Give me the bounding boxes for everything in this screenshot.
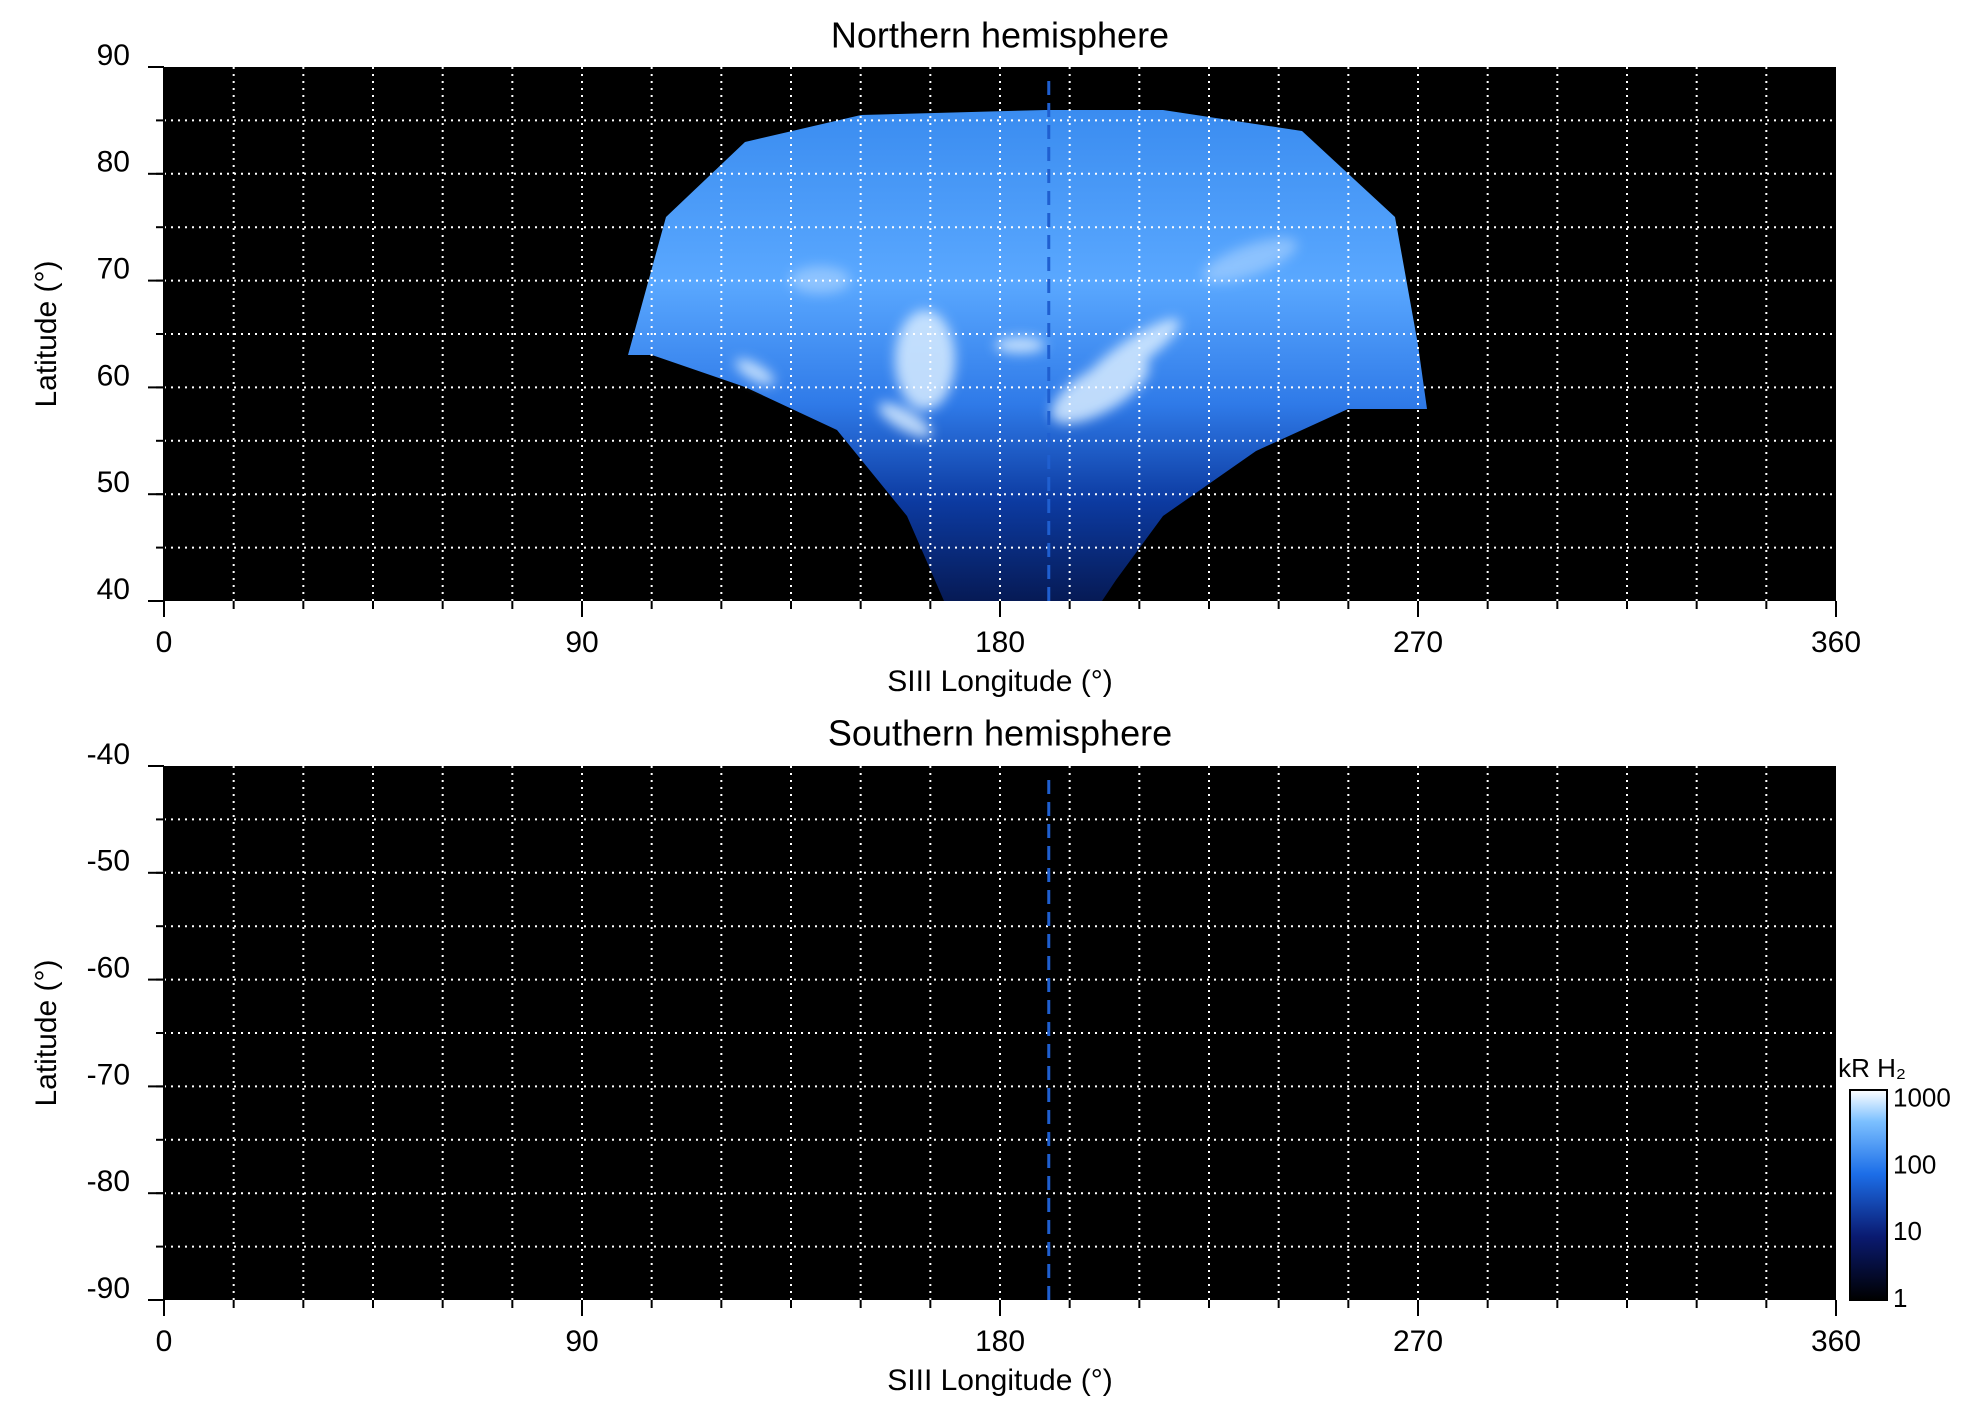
y-tick-label: 40: [97, 573, 130, 606]
y-tick-label: -80: [87, 1165, 130, 1198]
y-tick-label: 60: [97, 359, 130, 392]
y-tick-label: 50: [97, 466, 130, 499]
x-tick-label: 270: [1393, 626, 1443, 659]
axes-layer: Northern hemisphere 40 50 60 70 80 90 0 90 180 270…: [30, 15, 1951, 1397]
x-tick-label: 180: [975, 626, 1025, 659]
x-axis-label: SIII Longitude (°): [887, 1364, 1112, 1397]
x-tick-label: 0: [156, 1325, 173, 1358]
y-tick-label: -50: [87, 845, 130, 878]
y-tick-label: -90: [87, 1272, 130, 1305]
y-tick-label: -60: [87, 952, 130, 985]
x-axis-label: SIII Longitude (°): [887, 665, 1112, 698]
aurora-image: [628, 110, 1427, 601]
colorbar-tick-label: 1: [1893, 1283, 1907, 1313]
y-tick-label: 90: [97, 39, 130, 72]
colorbar: [1849, 1089, 1888, 1301]
x-tick-label: 0: [156, 626, 173, 659]
colorbar-tick-label: 100: [1893, 1149, 1936, 1179]
x-tick-label: 90: [565, 626, 598, 659]
y-tick-label: -40: [87, 738, 130, 771]
colorbar-label: kR H₂: [1838, 1053, 1906, 1083]
colorbar-tick-label: 1000: [1893, 1083, 1951, 1113]
x-tick-label: 90: [565, 1325, 598, 1358]
x-tick-label: 180: [975, 1325, 1025, 1358]
x-tick-label: 360: [1811, 626, 1861, 659]
y-tick-label: 80: [97, 146, 130, 179]
chart-title: Northern hemisphere: [831, 15, 1169, 56]
chart-title: Southern hemisphere: [828, 713, 1172, 754]
y-tick-label: 70: [97, 253, 130, 286]
x-tick-label: 270: [1393, 1325, 1443, 1358]
colorbar-tick-label: 10: [1893, 1216, 1922, 1246]
y-tick-label: -70: [87, 1058, 130, 1091]
x-tick-label: 360: [1811, 1325, 1861, 1358]
y-axis-label: Latitude (°): [30, 959, 63, 1106]
y-axis-label: Latitude (°): [30, 260, 63, 407]
